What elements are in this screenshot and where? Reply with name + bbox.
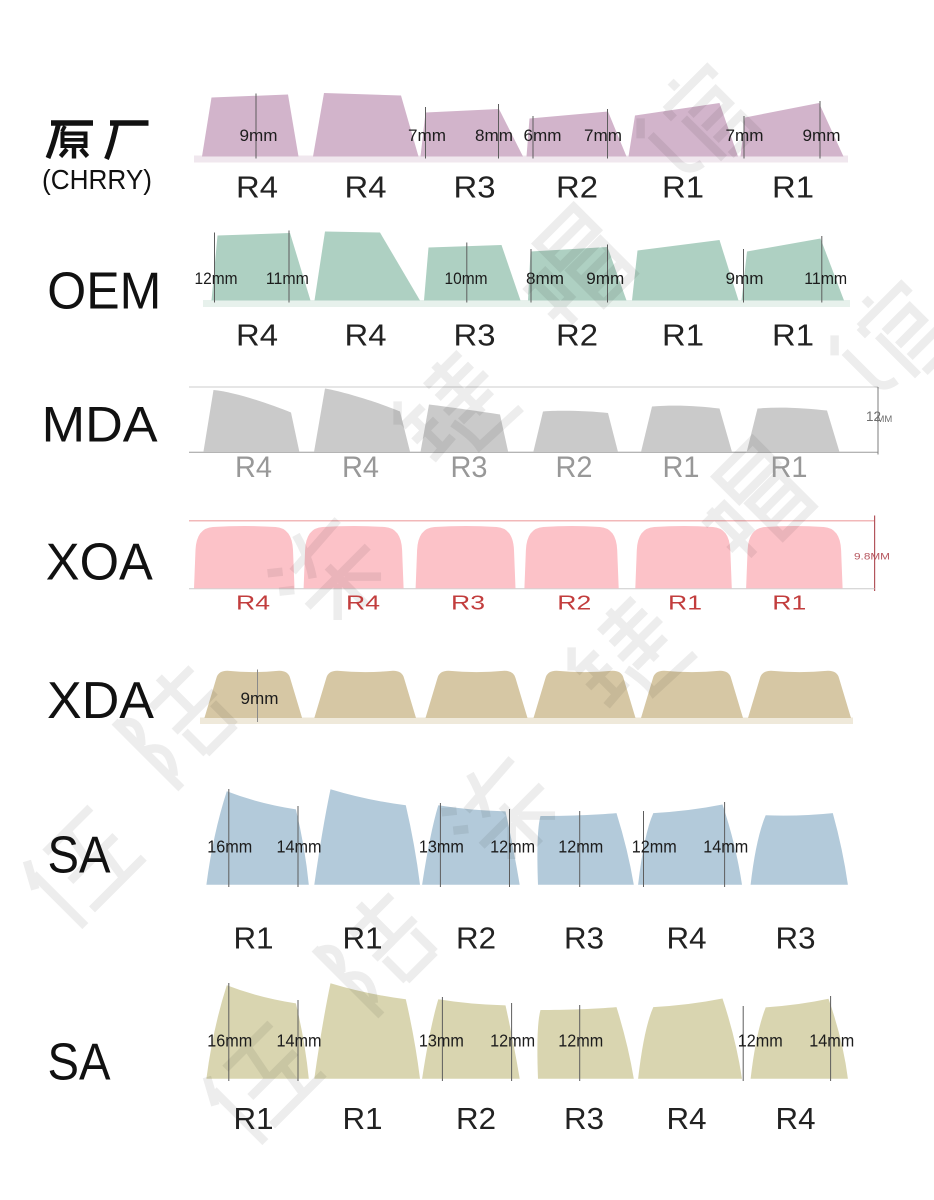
svg-text:R2: R2: [456, 1101, 496, 1136]
svg-text:R1: R1: [662, 170, 704, 205]
svg-text:R4: R4: [346, 592, 380, 615]
svg-text:(CHRRY): (CHRRY): [42, 164, 152, 195]
svg-text:7mm: 7mm: [584, 127, 622, 145]
svg-text:R1: R1: [772, 318, 814, 353]
svg-text:R1: R1: [343, 1101, 383, 1136]
svg-text:9.8MM: 9.8MM: [854, 552, 890, 563]
svg-text:R4: R4: [342, 451, 379, 484]
svg-text:9mm: 9mm: [240, 127, 278, 145]
svg-text:7mm: 7mm: [408, 127, 446, 145]
svg-text:SA: SA: [48, 827, 111, 885]
svg-text:R3: R3: [564, 921, 604, 956]
svg-text:R3: R3: [451, 451, 488, 484]
svg-text:12mm: 12mm: [195, 270, 238, 288]
svg-text:R1: R1: [771, 451, 808, 484]
svg-text:11mm: 11mm: [804, 270, 847, 288]
svg-text:14mm: 14mm: [809, 1031, 854, 1051]
svg-text:13mm: 13mm: [419, 837, 464, 857]
svg-text:R2: R2: [556, 318, 598, 353]
svg-text:12mm: 12mm: [490, 837, 535, 857]
svg-text:12mm: 12mm: [632, 837, 677, 857]
svg-text:12: 12: [866, 409, 881, 424]
svg-text:R4: R4: [236, 318, 278, 353]
svg-text:R3: R3: [776, 921, 816, 956]
svg-text:9mm: 9mm: [586, 270, 624, 288]
svg-text:R2: R2: [456, 921, 496, 956]
svg-text:R4: R4: [236, 592, 270, 615]
svg-text:R4: R4: [345, 318, 387, 353]
svg-text:R3: R3: [564, 1101, 604, 1136]
svg-text:R1: R1: [234, 1101, 274, 1136]
svg-text:16mm: 16mm: [207, 1031, 252, 1051]
svg-text:R4: R4: [236, 170, 278, 205]
svg-text:9mm: 9mm: [726, 270, 764, 288]
svg-text:16mm: 16mm: [207, 837, 252, 857]
svg-text:R1: R1: [662, 318, 704, 353]
svg-text:R3: R3: [454, 170, 496, 205]
svg-text:R4: R4: [667, 1101, 707, 1136]
svg-text:8mm: 8mm: [475, 127, 513, 145]
svg-text:7mm: 7mm: [726, 127, 764, 145]
svg-text:12mm: 12mm: [738, 1031, 783, 1051]
svg-text:R4: R4: [667, 921, 707, 956]
svg-text:10mm: 10mm: [445, 270, 488, 288]
svg-text:R3: R3: [451, 592, 485, 615]
svg-text:R1: R1: [772, 170, 814, 205]
svg-text:12mm: 12mm: [490, 1031, 535, 1051]
svg-text:12mm: 12mm: [558, 1031, 603, 1051]
svg-text:R4: R4: [776, 1101, 816, 1136]
svg-text:11mm: 11mm: [266, 270, 309, 288]
svg-text:14mm: 14mm: [703, 837, 748, 857]
svg-text:14mm: 14mm: [277, 1031, 322, 1051]
svg-text:OEM: OEM: [47, 263, 161, 321]
svg-text:6mm: 6mm: [524, 127, 562, 145]
svg-text:14mm: 14mm: [277, 837, 322, 857]
svg-text:9mm: 9mm: [241, 690, 279, 708]
svg-text:R4: R4: [235, 451, 272, 484]
svg-text:R1: R1: [234, 921, 274, 956]
svg-text:13mm: 13mm: [419, 1031, 464, 1051]
svg-text:R1: R1: [343, 921, 383, 956]
svg-text:XDA: XDA: [47, 672, 154, 730]
svg-text:R2: R2: [556, 451, 593, 484]
svg-text:MDA: MDA: [42, 396, 159, 452]
svg-text:R2: R2: [557, 592, 591, 615]
svg-text:9mm: 9mm: [803, 127, 841, 145]
svg-text:12mm: 12mm: [558, 837, 603, 857]
svg-text:R3: R3: [454, 318, 496, 353]
svg-text:R2: R2: [556, 170, 598, 205]
svg-text:R1: R1: [668, 592, 702, 615]
svg-text:R4: R4: [345, 170, 387, 205]
svg-text:8mm: 8mm: [526, 270, 564, 288]
svg-text:MM: MM: [877, 414, 893, 425]
svg-text:XOA: XOA: [46, 534, 153, 592]
svg-text:R1: R1: [772, 592, 806, 615]
svg-text:R1: R1: [663, 451, 700, 484]
svg-text:SA: SA: [48, 1033, 111, 1091]
